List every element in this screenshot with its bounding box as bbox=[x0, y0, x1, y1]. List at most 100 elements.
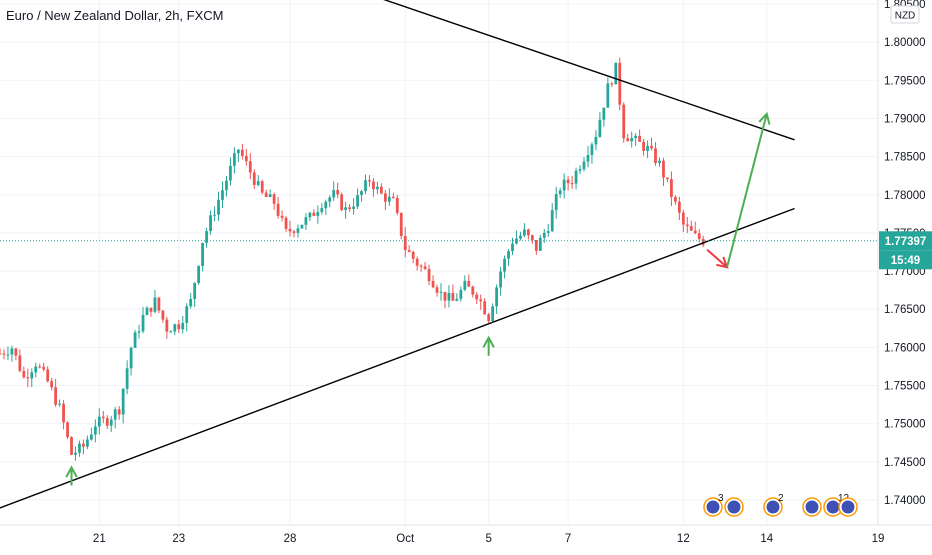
candle-body bbox=[403, 236, 407, 251]
candle-body bbox=[495, 287, 498, 307]
candle-body bbox=[173, 324, 177, 332]
price-tick-label: 1.75000 bbox=[884, 419, 926, 431]
candle-body bbox=[606, 83, 610, 108]
candle-body bbox=[693, 230, 697, 234]
time-tick-label: 14 bbox=[760, 533, 773, 545]
candle-body bbox=[523, 229, 526, 236]
candle-body bbox=[332, 190, 336, 198]
candle-body bbox=[618, 62, 622, 105]
candle-body bbox=[82, 443, 85, 447]
candle-body bbox=[459, 289, 463, 299]
candle-body bbox=[89, 434, 93, 440]
candle-body bbox=[2, 353, 6, 355]
price-tick-label: 1.75500 bbox=[884, 381, 926, 393]
candle-body bbox=[30, 372, 34, 379]
candlestick-series bbox=[0, 57, 705, 461]
candle-body bbox=[574, 170, 578, 184]
event-badge[interactable]: 2 bbox=[763, 493, 784, 517]
projection-arrow-up bbox=[726, 111, 771, 268]
time-tick-label: Oct bbox=[396, 533, 415, 545]
candle-body bbox=[225, 180, 228, 191]
candle-body bbox=[681, 212, 685, 225]
candle-body bbox=[602, 107, 606, 120]
candle-body bbox=[673, 197, 677, 202]
candle-body bbox=[58, 403, 61, 405]
candle-body bbox=[419, 265, 423, 267]
event-badge[interactable] bbox=[724, 497, 744, 517]
candle-body bbox=[352, 206, 355, 209]
candle-body bbox=[364, 180, 367, 192]
candle-body bbox=[284, 217, 288, 229]
candle-body bbox=[280, 215, 284, 218]
candle-body bbox=[121, 388, 125, 415]
event-badge[interactable] bbox=[838, 497, 858, 517]
candle-body bbox=[483, 301, 487, 315]
candle-body bbox=[264, 192, 268, 197]
trendline-upper bbox=[383, 0, 795, 141]
annotation-arrows bbox=[65, 111, 771, 486]
candle-body bbox=[519, 235, 522, 239]
time-tick-label: 5 bbox=[485, 533, 491, 545]
candle-body bbox=[93, 426, 97, 435]
candle-body bbox=[233, 153, 236, 166]
candle-body bbox=[356, 195, 359, 207]
candle-body bbox=[689, 226, 693, 231]
candle-body bbox=[610, 83, 614, 85]
event-flag-icon bbox=[841, 500, 855, 514]
currency-box[interactable] bbox=[890, 5, 920, 24]
event-badge[interactable] bbox=[802, 497, 822, 517]
candle-body bbox=[320, 208, 324, 213]
candle-body bbox=[701, 239, 705, 245]
event-flag-icon bbox=[766, 500, 780, 514]
candle-body bbox=[109, 419, 113, 426]
candle-body bbox=[554, 194, 558, 211]
candle-body bbox=[141, 314, 145, 332]
currency-label: NZD bbox=[895, 11, 916, 22]
candle-body bbox=[447, 293, 451, 301]
marker-arrow-up bbox=[65, 465, 78, 486]
candle-body bbox=[268, 194, 272, 197]
candle-body bbox=[407, 250, 411, 252]
candle-body bbox=[133, 332, 137, 348]
candle-body bbox=[399, 212, 403, 237]
time-axis[interactable]: 21 23 28 Oct 5 7 12 14 19 bbox=[93, 533, 884, 545]
candle-body bbox=[614, 62, 618, 85]
candle-body bbox=[344, 207, 348, 210]
price-tick-label: 1.79500 bbox=[884, 75, 926, 87]
price-tick-label: 1.79000 bbox=[884, 113, 926, 125]
candle-body bbox=[74, 452, 77, 455]
candle-body bbox=[538, 237, 542, 251]
price-tick-label: 1.78500 bbox=[884, 152, 926, 164]
candle-body bbox=[54, 387, 58, 405]
candle-body bbox=[395, 197, 399, 213]
candle-body bbox=[391, 196, 395, 198]
trendline-lower bbox=[0, 207, 795, 509]
candle-body bbox=[697, 233, 701, 240]
candle-body bbox=[471, 286, 475, 295]
candle-body bbox=[316, 212, 320, 216]
candle-body bbox=[157, 297, 161, 311]
chart-title: Euro / New Zealand Dollar, 2h, FXCM bbox=[6, 8, 224, 23]
candle-body bbox=[348, 207, 352, 209]
event-badge-count: 2 bbox=[778, 493, 784, 504]
projection-arrow-up-shaft bbox=[726, 113, 768, 268]
candle-body bbox=[137, 331, 141, 333]
candle-body bbox=[324, 201, 328, 209]
event-badges[interactable]: 3212 bbox=[703, 493, 858, 517]
candle-body bbox=[117, 409, 121, 415]
candle-body bbox=[376, 186, 379, 190]
candle-body bbox=[62, 403, 65, 423]
candle-body bbox=[149, 307, 153, 312]
candle-body bbox=[427, 269, 431, 281]
candle-body bbox=[654, 148, 657, 164]
candle-body bbox=[423, 266, 427, 270]
price-tick-label: 1.78000 bbox=[884, 190, 926, 202]
price-tick-label: 1.80000 bbox=[884, 37, 926, 49]
candle-body bbox=[570, 183, 574, 185]
candle-body bbox=[411, 251, 415, 259]
candle-body bbox=[105, 418, 109, 426]
event-badge[interactable]: 3 bbox=[703, 493, 724, 517]
candle-body bbox=[38, 366, 42, 368]
